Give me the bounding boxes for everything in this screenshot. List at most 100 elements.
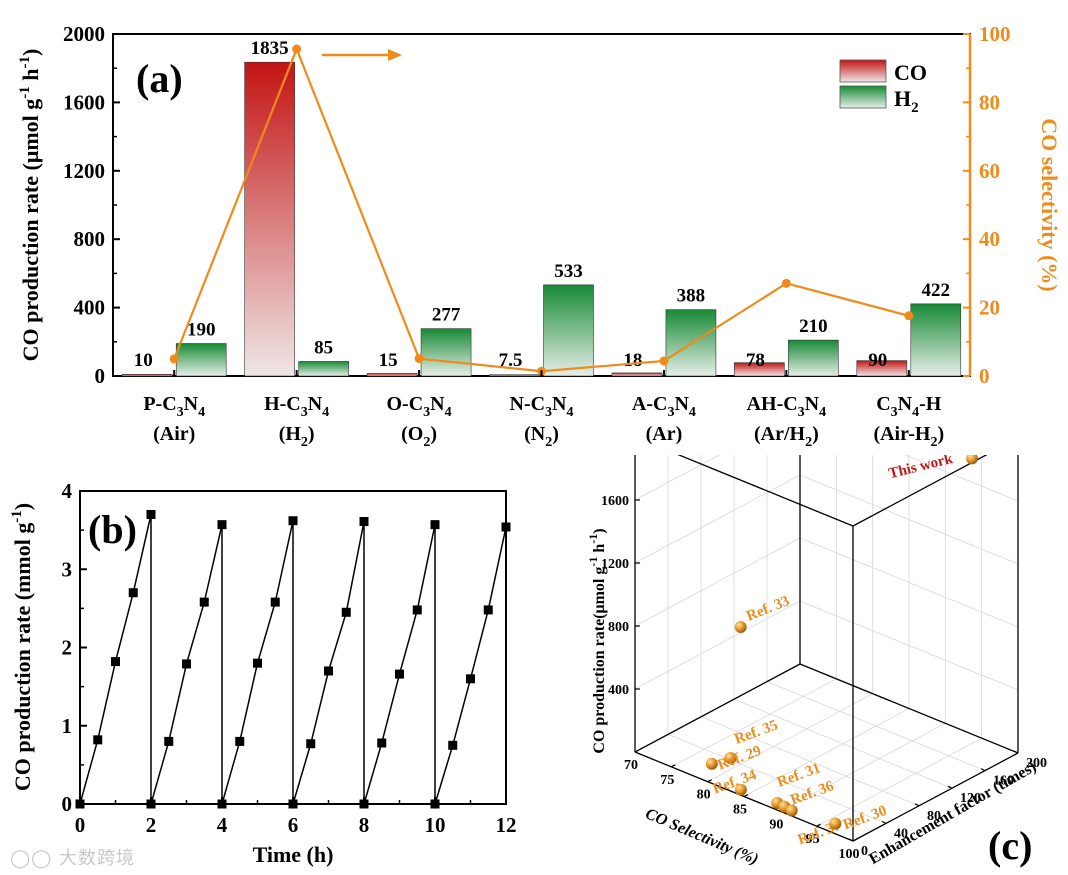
data-label-co-0: 10 [134, 350, 153, 371]
panel-label-b: (b) [88, 507, 137, 552]
data-label-h2-5: 210 [799, 316, 828, 337]
y-tick-label-b: 1 [62, 714, 73, 738]
x-tick-label-c: 70 [624, 758, 638, 773]
data-label-h2-6: 422 [922, 280, 951, 301]
selectivity-point-2 [414, 354, 424, 364]
selectivity-point-5 [781, 278, 791, 288]
z-tick-label-c: 1600 [601, 494, 629, 509]
x-tick-c [671, 764, 676, 768]
cycle-point-23 [412, 605, 422, 615]
cycle-point-9 [217, 520, 227, 530]
cycle-point-27 [466, 674, 475, 684]
box-edge [634, 663, 801, 753]
bar-co-4 [611, 372, 663, 377]
z-tick-label-c: 800 [608, 620, 629, 635]
data-label-co-1: 1835 [251, 38, 289, 59]
bar-h2-3 [543, 284, 594, 377]
y-tick-label-c: 120 [960, 791, 981, 806]
category-label-2: O-C3N4 [387, 393, 452, 420]
y2-tick-label: 0 [979, 364, 990, 388]
z-axis-title-c: CO production rate(μmol g-1 h-1) [586, 528, 608, 753]
scatter-point-8 [785, 804, 798, 817]
x-tick-label-b: 12 [496, 813, 517, 837]
watermark: ◯◯ 大数跨境 [10, 844, 135, 870]
cycle-point-18 [341, 607, 351, 617]
x-tick-label-b: 6 [288, 813, 299, 837]
category-label-6: C3N4-H [876, 393, 942, 420]
y-tick-c [980, 768, 986, 772]
cycle-point-15 [288, 799, 298, 809]
y-tick-c [848, 838, 854, 842]
data-label-co-3: 7.5 [499, 350, 523, 371]
z-tick-label-c: 400 [608, 683, 629, 698]
x-tick-label-c: 75 [660, 773, 674, 788]
cycle-point-8 [199, 597, 209, 607]
cycle-point-13 [270, 597, 280, 607]
y-tick-label-c: 200 [1026, 756, 1047, 771]
cycle-point-3 [128, 588, 138, 598]
y-tick-label-c: 40 [894, 826, 908, 841]
cycle-point-24 [430, 520, 440, 530]
cycle-point-12 [253, 658, 262, 668]
data-label-h2-1: 85 [314, 337, 333, 358]
category-sublabel-4: (Ar) [646, 423, 683, 445]
selectivity-point-4 [659, 356, 669, 366]
x-tick-label-c: 85 [733, 803, 747, 818]
scatter-point-2 [734, 621, 747, 634]
y-tick-label-b: 4 [62, 479, 73, 503]
category-label-0: P-C3N4 [143, 393, 205, 420]
grid-line [634, 600, 801, 690]
legend: CO H2 [839, 59, 927, 116]
panel-label-c: (c) [988, 823, 1032, 868]
y-axis-title: CO production rate (μmol g-1 h-1) [17, 49, 43, 362]
cycle-point-25 [430, 799, 440, 809]
x-tick-c [707, 779, 712, 783]
bar-h2-5 [788, 339, 839, 377]
cycle-point-16 [306, 739, 316, 749]
panel-label-a: (a) [136, 56, 183, 101]
cycle-point-19 [359, 517, 369, 527]
scatter-point-5 [734, 783, 747, 796]
y-tick-label: 800 [74, 227, 106, 251]
y-tick-c [947, 785, 953, 789]
cycle-point-21 [377, 738, 387, 748]
scatter-point-4 [705, 757, 718, 770]
bar-co-6 [856, 360, 908, 377]
bar-co-2 [366, 373, 418, 377]
bar-co-0 [121, 373, 173, 377]
cycle-point-4 [146, 509, 156, 519]
x-tick-label-c: 80 [697, 788, 711, 803]
y-tick-label-c: 160 [993, 774, 1014, 789]
watermark-icon: ◯◯ [10, 848, 53, 869]
bar-co-3 [489, 374, 540, 377]
category-sublabel-1: (H2) [279, 423, 315, 450]
grid-line [667, 734, 887, 824]
x-tick-c [816, 823, 821, 827]
y2-tick-label: 80 [979, 90, 1000, 114]
cycle-point-22 [395, 669, 404, 679]
legend-h2-label: H2 [894, 86, 919, 116]
point-label-4: Ref. 29 [716, 743, 764, 773]
cycle-point-11 [235, 736, 245, 746]
y-tick-label-b: 0 [62, 792, 73, 816]
cycle-point-5 [146, 799, 156, 809]
bar-co-1 [244, 61, 295, 377]
plot-frame [112, 33, 971, 377]
y-tick-c [881, 820, 887, 824]
data-label-co-6: 90 [868, 350, 887, 371]
category-sublabel-5: (Ar/H2) [754, 423, 819, 450]
cycle-point-26 [448, 740, 458, 750]
category-label-3: N-C3N4 [510, 393, 574, 420]
legend-co-swatch [839, 59, 887, 83]
category-sublabel-2: (O2) [401, 423, 437, 450]
grid-line [634, 455, 721, 501]
y-axis-title-b: CO production rate (mmol g-1) [9, 503, 35, 791]
y2-tick-label: 40 [979, 227, 1000, 251]
y-tick-label-b: 3 [62, 557, 73, 581]
category-sublabel-3: (N2) [524, 423, 559, 450]
x-tick-label-b: 0 [75, 813, 86, 837]
x-tick-label-c: 95 [806, 832, 820, 847]
selectivity-point-1 [292, 44, 302, 54]
point-label-2: Ref. 33 [744, 593, 792, 625]
